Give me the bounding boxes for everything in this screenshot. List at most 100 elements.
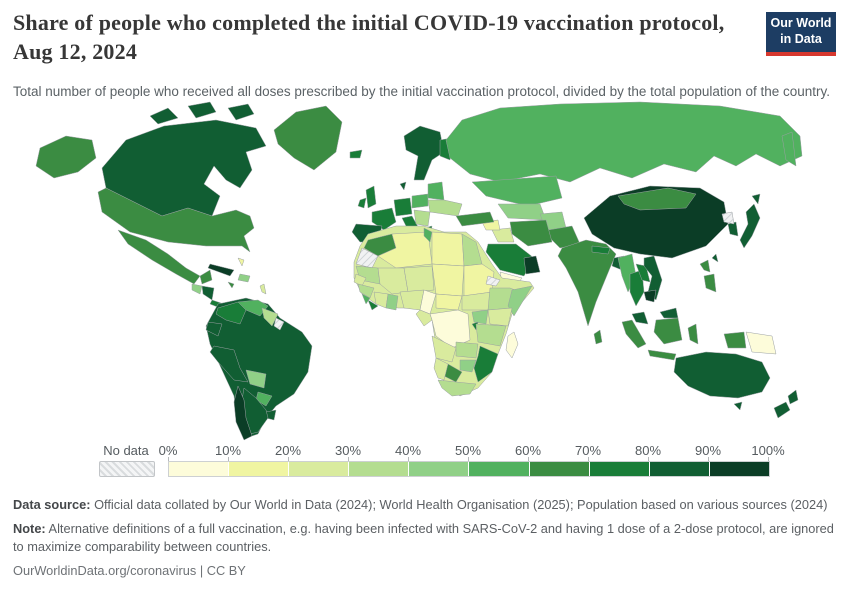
region-new-zealand[interactable] <box>773 401 791 419</box>
region-angola[interactable] <box>431 335 457 363</box>
citation-line[interactable]: OurWorldinData.org/coronavirus | CC BY <box>13 563 246 579</box>
region-japan[interactable] <box>751 193 761 205</box>
owid-logo[interactable]: Our World in Data <box>766 12 836 56</box>
region-philippines[interactable] <box>699 259 711 273</box>
region-tanzania[interactable] <box>475 323 507 347</box>
region-congo-gabon[interactable] <box>415 309 433 327</box>
region-malaysia[interactable] <box>631 311 649 325</box>
region-romania-balkans[interactable] <box>413 209 431 227</box>
region-sri-lanka[interactable] <box>593 329 603 345</box>
region-ukraine[interactable] <box>427 199 463 217</box>
region-tunisia[interactable] <box>423 227 433 243</box>
region-lesser-antilles[interactable] <box>259 283 267 295</box>
region-scandinavia[interactable] <box>403 125 445 181</box>
region-nepal[interactable] <box>591 245 611 255</box>
region-chad[interactable] <box>431 263 465 297</box>
region-japan[interactable] <box>739 203 761 249</box>
region-canada[interactable] <box>149 107 179 125</box>
region-north-korea[interactable] <box>721 211 735 225</box>
region-russia[interactable] <box>781 131 797 167</box>
region-alaska[interactable] <box>35 135 97 179</box>
legend-bucket-40-50%[interactable] <box>409 462 470 476</box>
region-turkey[interactable] <box>455 211 495 227</box>
region-mexico[interactable] <box>199 269 213 285</box>
region-papua-new-guinea[interactable] <box>745 331 777 355</box>
region-bahamas[interactable] <box>237 257 245 267</box>
region-ghana[interactable] <box>385 293 399 311</box>
region-zimbabwe[interactable] <box>459 359 477 373</box>
region-baltics-belarus[interactable] <box>427 181 445 201</box>
region-australia[interactable] <box>733 401 743 411</box>
region-mozambique[interactable] <box>473 345 499 383</box>
region-canada[interactable] <box>187 101 217 119</box>
region-kenya[interactable] <box>487 307 513 327</box>
region-namibia[interactable] <box>433 357 449 381</box>
region-eritrea[interactable] <box>485 275 501 287</box>
region-ecuador[interactable] <box>205 321 223 337</box>
region-indonesia[interactable] <box>647 349 677 361</box>
legend-bucket-70-80%[interactable] <box>589 462 650 476</box>
legend-bucket-10-20%[interactable] <box>229 462 290 476</box>
region-guyanas[interactable] <box>261 307 279 327</box>
region-uganda[interactable] <box>471 309 489 325</box>
legend-bucket-60-70%[interactable] <box>529 462 590 476</box>
region-chile[interactable] <box>233 385 253 441</box>
legend-bucket-80-90%[interactable] <box>649 462 710 476</box>
region-uzbekistan-turkmenistan[interactable] <box>497 203 547 221</box>
region-guatemala[interactable] <box>191 283 203 295</box>
region-zambia[interactable] <box>455 341 479 359</box>
region-indonesia[interactable] <box>723 331 747 349</box>
region-taiwan[interactable] <box>711 253 719 263</box>
region-indonesia[interactable] <box>621 319 647 349</box>
region-new-zealand[interactable] <box>787 389 799 405</box>
region-denmark[interactable] <box>399 181 407 191</box>
region-liberia[interactable] <box>367 299 379 311</box>
region-india[interactable] <box>557 239 617 327</box>
region-france[interactable] <box>371 207 397 231</box>
legend-bucket-0-10%[interactable] <box>169 462 230 476</box>
region-iran[interactable] <box>509 219 553 247</box>
region-saudi-arabia[interactable] <box>485 243 535 277</box>
region-cambodia[interactable] <box>643 289 657 303</box>
legend-bucket-20-30%[interactable] <box>289 462 350 476</box>
region-malaysia[interactable] <box>659 307 679 319</box>
region-honduras-nicaragua[interactable] <box>201 285 215 301</box>
legend-bucket-30-40%[interactable] <box>349 462 410 476</box>
region-china[interactable] <box>583 185 729 259</box>
region-cuba[interactable] <box>207 263 235 277</box>
region-mongolia[interactable] <box>617 187 697 211</box>
region-central-african-republic[interactable] <box>435 293 463 311</box>
region-libya[interactable] <box>431 231 465 267</box>
region-kazakhstan[interactable] <box>471 175 563 207</box>
legend-bucket-50-60%[interactable] <box>469 462 530 476</box>
region-somalia[interactable] <box>507 285 533 317</box>
region-french-guiana[interactable] <box>273 317 285 331</box>
region-south-africa[interactable] <box>437 379 477 397</box>
region-ireland[interactable] <box>357 197 367 209</box>
region-usa[interactable] <box>97 187 255 253</box>
region-canada[interactable] <box>227 103 255 121</box>
region-south-korea[interactable] <box>727 221 739 237</box>
region-uk[interactable] <box>365 185 377 209</box>
legend-bucket-90-100%[interactable] <box>709 462 769 476</box>
region-peru[interactable] <box>209 345 249 383</box>
region-jamaica[interactable] <box>227 281 235 289</box>
region-russia[interactable] <box>445 101 803 183</box>
region-indonesia[interactable] <box>687 323 699 345</box>
region-oman-uae[interactable] <box>523 255 541 275</box>
region-poland[interactable] <box>411 193 429 209</box>
region-hispaniola[interactable] <box>237 273 251 283</box>
region-australia[interactable] <box>673 351 771 399</box>
region-madagascar[interactable] <box>505 331 519 359</box>
region-greenland[interactable] <box>273 105 343 171</box>
region-philippines[interactable] <box>703 273 717 293</box>
region-sierra-leone[interactable] <box>361 293 371 305</box>
region-germany-central[interactable] <box>393 197 413 217</box>
region-bolivia[interactable] <box>245 369 267 389</box>
region-paraguay[interactable] <box>255 391 273 407</box>
region-indonesia[interactable] <box>653 317 683 345</box>
legend-no-data-swatch[interactable] <box>99 461 155 477</box>
region-iraq[interactable] <box>491 227 515 243</box>
region-niger[interactable] <box>403 265 435 293</box>
region-mexico[interactable] <box>117 229 201 285</box>
